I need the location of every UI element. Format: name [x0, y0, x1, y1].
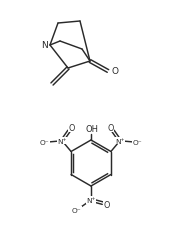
Text: N⁺: N⁺: [115, 138, 125, 144]
Text: N⁺: N⁺: [86, 197, 96, 203]
Text: O⁻: O⁻: [40, 140, 50, 146]
Text: O⁻: O⁻: [132, 140, 142, 146]
Text: O⁻: O⁻: [72, 207, 82, 213]
Text: O: O: [68, 123, 75, 132]
Text: N⁺: N⁺: [57, 138, 67, 144]
Text: O: O: [104, 200, 110, 209]
Text: OH: OH: [86, 124, 98, 133]
Text: O: O: [107, 123, 114, 132]
Text: O: O: [112, 67, 118, 76]
Text: N: N: [42, 40, 48, 49]
